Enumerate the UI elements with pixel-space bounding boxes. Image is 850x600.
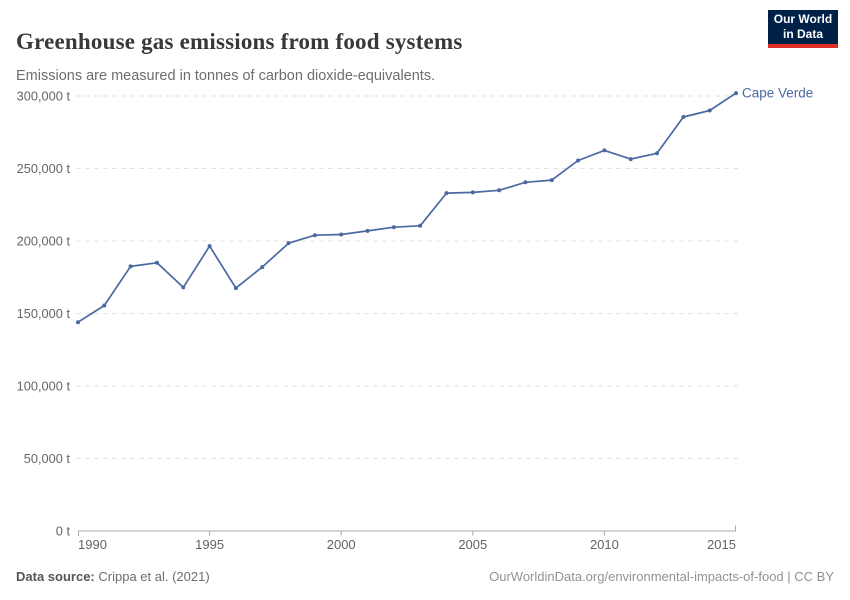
y-tick-label: 250,000 t: [17, 161, 71, 176]
data-point-marker[interactable]: [418, 223, 423, 228]
data-point-marker[interactable]: [576, 158, 581, 163]
data-point-marker[interactable]: [655, 151, 660, 156]
x-tick-label: 2015: [707, 537, 736, 552]
y-tick-label: 100,000 t: [17, 379, 71, 394]
owid-logo-line1: Our World: [773, 12, 833, 26]
owid-logo: Our World in Data: [768, 10, 838, 48]
data-point-marker[interactable]: [128, 264, 133, 269]
data-point-marker[interactable]: [260, 265, 265, 270]
data-point-marker[interactable]: [523, 180, 528, 185]
data-point-marker[interactable]: [444, 191, 449, 196]
data-point-marker[interactable]: [497, 188, 502, 193]
y-tick-label: 50,000 t: [24, 451, 71, 466]
y-tick-label: 0 t: [56, 524, 71, 539]
data-point-marker[interactable]: [365, 228, 370, 233]
data-point-marker[interactable]: [339, 232, 344, 237]
series-line[interactable]: [77, 92, 737, 324]
attribution-link[interactable]: OurWorldinData.org/environmental-impacts…: [489, 569, 834, 584]
page-title: Greenhouse gas emissions from food syste…: [16, 29, 463, 55]
x-tick-label: 1995: [195, 537, 224, 552]
y-tick-label: 300,000 t: [17, 89, 71, 104]
data-point-marker[interactable]: [707, 108, 712, 113]
x-tick-label: 2005: [458, 537, 487, 552]
data-point-marker[interactable]: [233, 286, 238, 291]
data-point-marker[interactable]: [312, 233, 317, 238]
x-tick-label: 1990: [78, 537, 107, 552]
data-point-marker[interactable]: [391, 225, 396, 230]
data-point-marker[interactable]: [628, 157, 633, 162]
data-point-marker[interactable]: [602, 148, 607, 153]
x-tick-label: 2000: [327, 537, 356, 552]
data-point-marker[interactable]: [207, 244, 212, 249]
series-entity-label: Cape Verde: [742, 86, 813, 101]
chart-subtitle: Emissions are measured in tonnes of carb…: [16, 67, 436, 84]
data-point-marker[interactable]: [470, 190, 475, 195]
data-source-label: Data source:: [16, 569, 95, 584]
data-point-marker[interactable]: [181, 285, 186, 290]
y-tick-label: 200,000 t: [17, 234, 71, 249]
data-point-marker[interactable]: [681, 115, 686, 120]
data-point-marker[interactable]: [102, 303, 107, 308]
data-point-marker[interactable]: [549, 178, 554, 183]
data-point-marker[interactable]: [286, 241, 291, 246]
data-source-value[interactable]: Crippa et al. (2021): [98, 569, 210, 584]
owid-logo-line2: in Data: [782, 27, 823, 41]
y-tick-label: 150,000 t: [17, 306, 71, 321]
data-point-marker[interactable]: [76, 320, 80, 325]
data-source-note: Data source: Crippa et al. (2021): [16, 569, 210, 584]
data-point-marker[interactable]: [154, 260, 159, 265]
data-point-marker[interactable]: [734, 91, 738, 96]
x-tick-label: 2010: [590, 537, 619, 552]
